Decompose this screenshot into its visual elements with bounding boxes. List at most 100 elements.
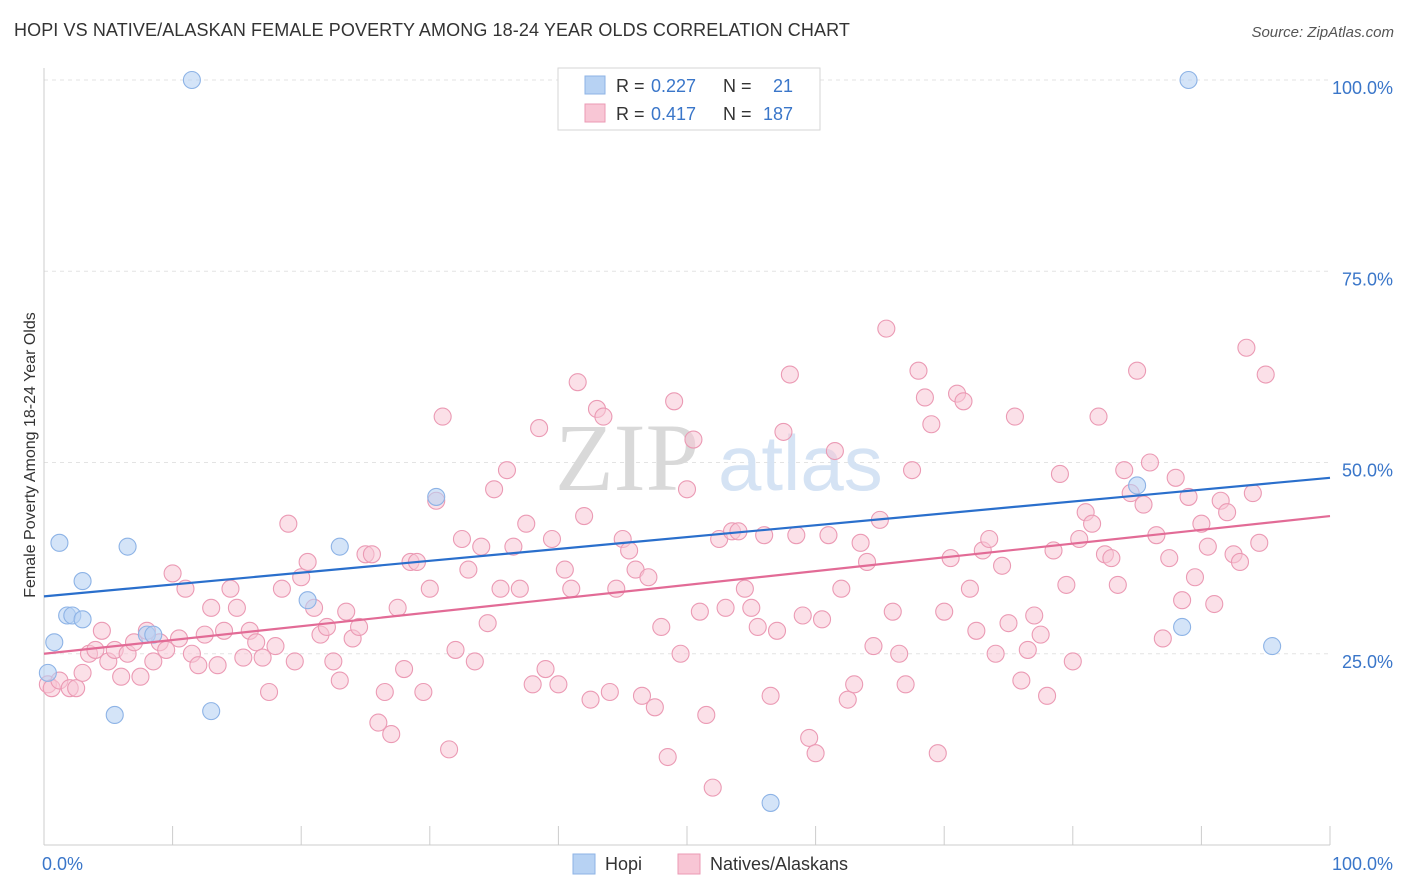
native-point: [491, 579, 510, 598]
native-point: [375, 682, 394, 702]
native-point: [298, 552, 317, 572]
hopi-point: [298, 591, 317, 610]
native-point: [575, 506, 594, 526]
native-point: [1102, 549, 1121, 568]
native-point: [350, 617, 369, 637]
native-point: [395, 659, 414, 679]
native-point: [195, 625, 214, 644]
native-point: [388, 598, 407, 617]
native-point: [838, 690, 857, 709]
source-label: Source: ZipAtlas.com: [1251, 24, 1394, 41]
trend-line-native: [43, 514, 1331, 655]
native-point: [1018, 640, 1037, 659]
native-point: [800, 728, 819, 747]
y-tick-label: 50.0%: [1342, 461, 1393, 481]
stats-n-label-native: N =: [723, 104, 752, 124]
native-point: [1166, 468, 1185, 487]
native-point: [780, 365, 799, 384]
native-point: [1108, 575, 1127, 594]
native-point: [1025, 606, 1044, 625]
native-point: [594, 407, 613, 426]
native-point: [324, 652, 343, 671]
native-point: [890, 644, 909, 663]
native-point: [825, 441, 844, 461]
native-point: [1192, 514, 1211, 533]
native-point: [665, 392, 684, 411]
native-point: [330, 671, 349, 690]
native-point: [420, 579, 439, 598]
native-point: [652, 617, 671, 637]
native-point: [497, 461, 517, 480]
native-point: [812, 610, 832, 629]
native-point: [960, 579, 979, 598]
native-point: [1070, 529, 1089, 549]
native-point: [472, 537, 491, 556]
native-point: [112, 667, 131, 686]
native-point: [620, 541, 639, 560]
legend-swatch-native: [677, 853, 701, 875]
native-point: [1057, 575, 1076, 594]
native-point: [677, 480, 697, 499]
native-point: [279, 514, 298, 533]
native-point: [935, 602, 954, 621]
native-point: [787, 526, 806, 545]
stats-r-label-native: R =: [616, 104, 645, 124]
stats-swatch-hopi: [584, 75, 606, 95]
trend-line-hopi: [43, 476, 1331, 598]
native-point: [382, 725, 401, 744]
native-point: [607, 579, 626, 598]
native-point: [214, 621, 234, 640]
native-point: [915, 388, 934, 407]
legend-swatch-hopi: [572, 853, 596, 875]
stats-r-value-native: 0.417: [651, 104, 696, 124]
native-point: [716, 598, 735, 617]
native-point: [806, 744, 825, 763]
native-point: [1128, 361, 1147, 380]
native-point: [568, 373, 587, 392]
native-point: [1160, 549, 1179, 568]
native-point: [922, 415, 941, 434]
native-point: [1198, 537, 1217, 556]
native-point: [530, 419, 549, 438]
native-point: [272, 579, 291, 598]
native-point: [999, 614, 1018, 633]
native-point: [189, 656, 208, 675]
hopi-point: [73, 572, 92, 591]
hopi-point: [118, 537, 137, 556]
native-point: [536, 659, 555, 679]
native-point: [1005, 407, 1024, 426]
trend-lines: [43, 476, 1331, 655]
native-point: [793, 606, 812, 625]
native-point: [832, 579, 851, 598]
stats-box: R = 0.227 N = 21 R = 0.417 N = 187: [557, 67, 821, 131]
chart-title: HOPI VS NATIVE/ALASKAN FEMALE POVERTY AM…: [14, 20, 850, 40]
native-point: [1218, 503, 1237, 522]
native-point: [1205, 594, 1224, 614]
native-point: [1115, 461, 1134, 480]
y-axis-label: Female Poverty Among 18-24 Year Olds: [22, 312, 39, 598]
native-point: [1089, 407, 1108, 426]
native-point: [1230, 552, 1250, 572]
y-tick-label: 25.0%: [1342, 652, 1393, 672]
native-point: [452, 529, 472, 549]
native-point: [864, 637, 883, 656]
native-point: [980, 529, 999, 549]
native-point: [259, 682, 279, 702]
hopi-point: [202, 702, 221, 721]
native-point: [845, 675, 864, 694]
native-point: [735, 579, 754, 598]
native-point: [748, 617, 767, 637]
native-point: [581, 690, 600, 709]
native-point: [671, 644, 690, 663]
native-point: [478, 614, 497, 633]
legend: Hopi Natives/Alaskans: [572, 853, 848, 875]
stats-n-value-native: 187: [763, 104, 793, 124]
native-point: [954, 392, 973, 411]
native-point: [639, 568, 658, 587]
x-tick-label-min: 0.0%: [42, 854, 83, 874]
native-point: [632, 686, 652, 705]
native-point: [67, 679, 86, 698]
hopi-point: [45, 633, 64, 652]
native-point: [208, 656, 227, 675]
